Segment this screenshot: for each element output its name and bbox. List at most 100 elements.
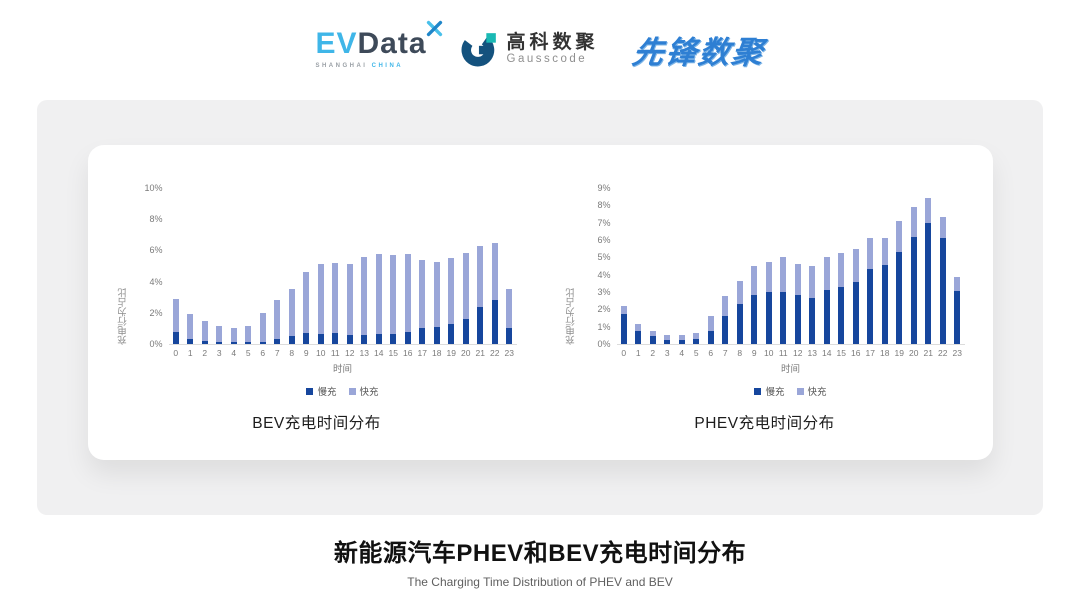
gausscode-cn: 高科数聚 bbox=[506, 32, 599, 53]
chart-title: PHEV充电时间分布 bbox=[694, 415, 835, 432]
bar-column bbox=[328, 188, 343, 344]
y-axis-title: 充电行为占比 bbox=[565, 288, 577, 345]
plot-column: 0 1 2 3 4 5 6 7 8 9 10 11 12 13 14 15 16 17 18 19 20 21 22 23 时… bbox=[616, 188, 965, 398]
chart-title: BEV充电时间分布 bbox=[252, 415, 381, 432]
x-tick-label: 16 bbox=[403, 348, 413, 358]
x-axis-title: 时间 bbox=[780, 364, 800, 375]
bar-segment-slow bbox=[259, 341, 266, 344]
x-tick-label: 14 bbox=[822, 348, 832, 358]
y-tick-label: 7% bbox=[597, 217, 611, 228]
bar-segment-fast bbox=[172, 298, 179, 333]
bar-segment-slow bbox=[809, 298, 816, 344]
x-tick-label: 6 bbox=[708, 348, 714, 358]
y-tick-label: 6% bbox=[597, 235, 611, 245]
bar-column bbox=[921, 188, 936, 344]
bar-segment-fast bbox=[649, 331, 656, 337]
bar-segment-fast bbox=[462, 252, 469, 320]
bar-column bbox=[343, 188, 358, 344]
x-axis-title: 时间 bbox=[332, 364, 352, 375]
y-tick-label: 4% bbox=[597, 269, 611, 280]
x-tick-label: 1 bbox=[187, 348, 193, 358]
bar-segment-fast bbox=[390, 255, 397, 334]
plot-area bbox=[168, 188, 517, 345]
x-tick-label: 22 bbox=[938, 348, 948, 358]
x-tick-label: 15 bbox=[388, 348, 398, 358]
bar-segment-slow bbox=[707, 331, 714, 344]
x-tick-label: 3 bbox=[216, 348, 222, 358]
legend-label: 慢充 bbox=[765, 387, 785, 398]
x-tick-label: 15 bbox=[836, 348, 846, 358]
x-tick-label: 11 bbox=[778, 348, 788, 358]
bar-segment-slow bbox=[939, 238, 946, 344]
bar-segment-fast bbox=[346, 264, 353, 335]
bar-column bbox=[805, 188, 820, 344]
x-tick-label: 14 bbox=[374, 348, 384, 358]
bar-segment-fast bbox=[635, 324, 642, 331]
y-tick-label: 9% bbox=[597, 183, 611, 193]
bar-column bbox=[459, 188, 474, 344]
bar-column bbox=[660, 188, 675, 344]
bar-segment-slow bbox=[404, 331, 411, 344]
bar-segment-fast bbox=[867, 238, 874, 269]
x-tick-label: 4 bbox=[679, 348, 685, 358]
bar-segment-slow bbox=[419, 328, 426, 344]
bar-segment-slow bbox=[881, 265, 888, 344]
bar-segment-fast bbox=[707, 316, 714, 331]
bar-column bbox=[444, 188, 459, 344]
bar-column bbox=[834, 188, 849, 344]
x-tick-label: 23 bbox=[952, 348, 962, 358]
chart-bev-body: 充电行为占比 0% 2% 4% 6% 8% 10% 0 1 2 3 4 5 6 7 8 9 10 11 12 13 1… bbox=[117, 184, 517, 398]
bar-column bbox=[270, 188, 285, 344]
legend-swatch bbox=[796, 387, 804, 395]
bar-segment-fast bbox=[722, 296, 729, 317]
bar-segment-fast bbox=[925, 198, 932, 223]
bar-segment-fast bbox=[187, 314, 194, 339]
bar-column bbox=[169, 188, 184, 344]
bar-segment-slow bbox=[722, 316, 729, 344]
bar-column bbox=[776, 188, 791, 344]
bar-column bbox=[314, 188, 329, 344]
bar-column bbox=[689, 188, 704, 344]
bar-column bbox=[631, 188, 646, 344]
bar-column bbox=[892, 188, 907, 344]
y-tick-label: 1% bbox=[597, 321, 611, 332]
bar-segment-fast bbox=[809, 266, 816, 299]
bar-segment-fast bbox=[259, 312, 266, 342]
x-tick-label: 21 bbox=[475, 348, 485, 358]
bar-column bbox=[183, 188, 198, 344]
x-tick-label: 12 bbox=[345, 348, 355, 358]
x-tick-label: 3 bbox=[664, 348, 670, 358]
bar-segment-slow bbox=[925, 222, 932, 344]
y-tick-label: 8% bbox=[597, 200, 611, 211]
x-tick-label: 23 bbox=[504, 348, 514, 358]
x-tick-label: 7 bbox=[722, 348, 728, 358]
chart-phev: 充电行为占比 0% 1% 2% 3% 4% 5% 6% 7% 8% 9% 0 1 2 3 4 5 6 7 8 9 10… bbox=[565, 184, 965, 460]
bar-segment-slow bbox=[361, 334, 368, 344]
y-tick-label: 10% bbox=[144, 183, 163, 193]
legend-item: 慢充 bbox=[306, 384, 337, 398]
bar-segment-fast bbox=[332, 262, 339, 334]
chart-bev: 充电行为占比 0% 2% 4% 6% 8% 10% 0 1 2 3 4 5 6 7 8 9 10 11 12 13 1… bbox=[117, 184, 517, 460]
x-tick-label: 7 bbox=[274, 348, 280, 358]
bar-segment-fast bbox=[404, 254, 411, 332]
bar-column bbox=[299, 188, 314, 344]
gausscode-text: 高科数聚 Gausscode bbox=[507, 33, 599, 65]
bar-segment-slow bbox=[303, 333, 310, 344]
bar-segment-slow bbox=[477, 306, 484, 344]
bar-segment-fast bbox=[303, 272, 310, 334]
bar-column bbox=[198, 188, 213, 344]
bar-segment-slow bbox=[794, 295, 801, 344]
bar-segment-fast bbox=[216, 326, 223, 343]
x-tick-label: 13 bbox=[807, 348, 817, 358]
bar-segment-fast bbox=[736, 280, 743, 305]
y-tick-label: 2% bbox=[149, 307, 163, 318]
y-tick-label: 5% bbox=[597, 252, 611, 263]
x-tick-label: 0 bbox=[173, 348, 179, 358]
bar-column bbox=[415, 188, 430, 344]
bar-segment-slow bbox=[867, 268, 874, 344]
bar-segment-slow bbox=[852, 281, 859, 344]
evdata-wordmark: EVData bbox=[315, 20, 442, 59]
x-tick-label: 17 bbox=[417, 348, 427, 358]
bar-column bbox=[704, 188, 719, 344]
x-tick-label: 2 bbox=[202, 348, 208, 358]
